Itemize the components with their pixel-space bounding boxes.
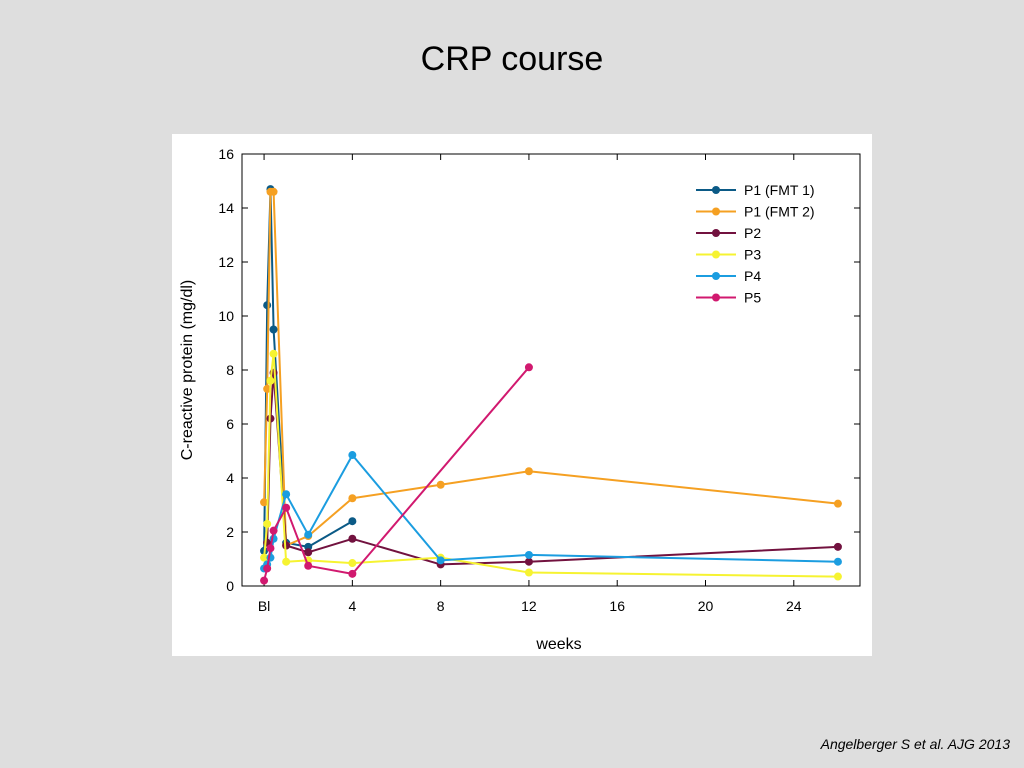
legend-label: P3 <box>744 247 761 263</box>
data-point <box>282 503 291 512</box>
chart-panel: 0 2 4 6 8 10 12 14 16 Bl 4 8 12 16 20 24 weeks C-reactive… <box>172 134 872 656</box>
data-point <box>348 494 357 503</box>
legend-label: P5 <box>744 290 761 306</box>
series-line <box>263 190 839 547</box>
data-point <box>348 569 357 578</box>
x-tick-label: 4 <box>348 598 356 614</box>
data-point <box>833 542 842 551</box>
series-line <box>263 366 530 581</box>
series-line <box>263 352 838 578</box>
y-tick-label: 4 <box>226 470 234 486</box>
data-point <box>833 499 842 508</box>
data-point <box>260 553 269 562</box>
y-tick-label: 10 <box>218 308 234 324</box>
legend-label: P1 (FMT 2) <box>744 204 815 220</box>
slide-title: CRP course <box>420 40 604 78</box>
x-tick-label: 16 <box>609 598 625 614</box>
data-point <box>348 517 357 526</box>
x-tick-label: 8 <box>437 598 445 614</box>
data-point <box>263 564 272 573</box>
data-point <box>348 451 357 460</box>
data-point <box>263 301 272 310</box>
x-tick-label: 12 <box>521 598 537 614</box>
data-point <box>263 384 272 393</box>
x-tick-label: 20 <box>698 598 714 614</box>
data-point <box>282 557 291 566</box>
data-point <box>348 534 357 543</box>
y-axis-label: C-reactive protein (mg/dl) <box>179 280 196 461</box>
legend-marker <box>712 293 720 302</box>
data-point <box>304 561 313 570</box>
data-point <box>436 480 445 489</box>
legend-marker <box>712 229 720 237</box>
data-point <box>304 530 313 539</box>
legend-label: P2 <box>744 225 761 241</box>
legend-marker <box>712 250 720 259</box>
y-tick-label: 14 <box>218 200 234 216</box>
x-tick-label: 24 <box>786 598 802 614</box>
y-tick-label: 8 <box>226 362 234 378</box>
citation: Angelberger S et al. AJG 2013 <box>820 736 1010 752</box>
data-point <box>524 363 533 372</box>
data-point <box>266 376 275 385</box>
data-point <box>260 498 269 507</box>
legend-marker <box>712 207 720 216</box>
data-point <box>304 548 313 557</box>
data-point <box>833 557 842 566</box>
legend-marker <box>712 272 720 280</box>
data-point <box>260 576 269 585</box>
data-point <box>436 556 445 565</box>
y-tick-label: 0 <box>226 578 234 594</box>
data-point <box>524 550 533 559</box>
data-point <box>269 526 278 535</box>
legend-label: P4 <box>744 268 761 284</box>
x-axis-label: weeks <box>535 636 581 653</box>
data-point <box>263 519 272 528</box>
data-point <box>269 325 278 334</box>
legend-marker <box>712 186 720 194</box>
x-tick-label: Bl <box>258 598 270 614</box>
data-point <box>282 490 291 499</box>
data-point <box>269 349 278 358</box>
y-tick-label: 2 <box>226 524 234 540</box>
legend-label: P1 (FMT 1) <box>744 182 815 198</box>
data-point <box>348 559 357 568</box>
series-line <box>263 188 353 551</box>
data-point <box>524 568 533 577</box>
data-point <box>833 572 842 581</box>
y-tick-label: 16 <box>218 146 234 162</box>
y-tick-label: 12 <box>218 254 234 270</box>
y-tick-label: 6 <box>226 416 234 432</box>
data-point <box>266 544 275 553</box>
data-point <box>269 187 278 196</box>
data-point <box>524 467 533 476</box>
data-point <box>524 557 533 566</box>
